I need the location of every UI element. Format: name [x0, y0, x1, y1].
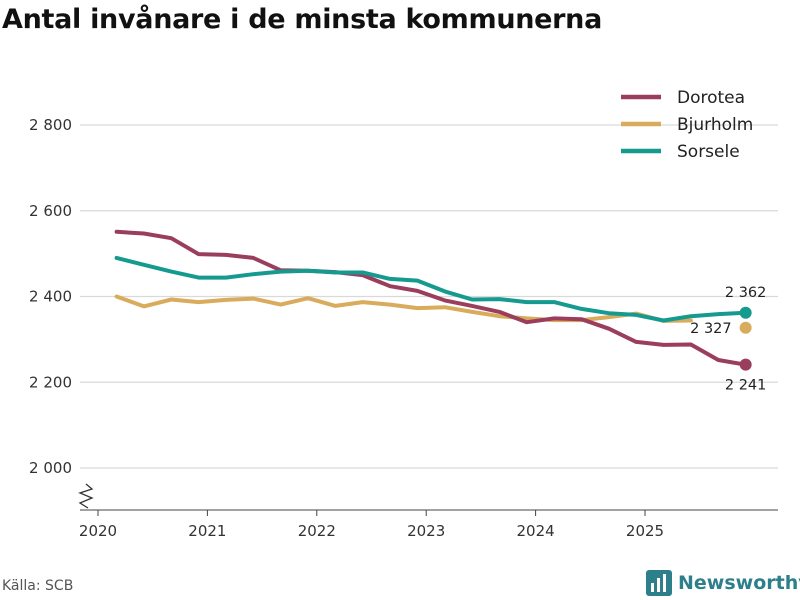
y-tick-label: 2 400 — [29, 288, 72, 306]
y-tick-label: 2 000 — [29, 459, 72, 477]
legend-label-dorotea: Dorotea — [677, 88, 745, 108]
end-point-bjurholm — [739, 321, 752, 334]
series-line-sorsele — [114, 255, 748, 323]
x-tick-label: 2022 — [298, 522, 336, 540]
source-note: Källa: SCB — [2, 578, 74, 594]
series-end-markers: 2 327 2 241 2 362 — [690, 285, 766, 394]
y-tick-label: 2 800 — [29, 116, 72, 134]
x-tick-label: 2020 — [79, 522, 117, 540]
brand-logo: Newsworthy — [645, 568, 800, 598]
end-point-dorotea — [739, 358, 752, 371]
newsworthy-logo-icon — [646, 570, 672, 596]
series-line-bjurholm — [114, 294, 693, 323]
end-label-sorsele: 2 362 — [725, 285, 767, 301]
x-tick-label: 2024 — [517, 522, 555, 540]
x-tick-label: 2025 — [626, 522, 664, 540]
axis-break-icon — [78, 483, 94, 509]
series-line-dorotea — [114, 229, 748, 367]
x-tick-label: 2021 — [188, 522, 226, 540]
y-tick-label: 2 600 — [29, 202, 72, 220]
end-label-dorotea: 2 241 — [725, 378, 767, 394]
legend: Dorotea Bjurholm Sorsele — [621, 88, 753, 162]
end-point-sorsele — [739, 306, 752, 319]
y-tick-label: 2 200 — [29, 373, 72, 391]
chart-title: Antal invånare i de minsta kommunerna — [2, 4, 603, 35]
y-axis: 2 000 2 200 2 400 2 600 2 800 — [29, 116, 72, 477]
x-axis: 2020 2021 2022 2023 2024 2025 — [78, 483, 778, 540]
brand-name: Newsworthy — [678, 572, 800, 594]
legend-label-bjurholm: Bjurholm — [677, 115, 753, 135]
legend-label-sorsele: Sorsele — [677, 142, 740, 162]
series-lines — [114, 229, 748, 367]
x-tick-label: 2023 — [407, 522, 445, 540]
end-label-bjurholm: 2 327 — [690, 321, 732, 337]
